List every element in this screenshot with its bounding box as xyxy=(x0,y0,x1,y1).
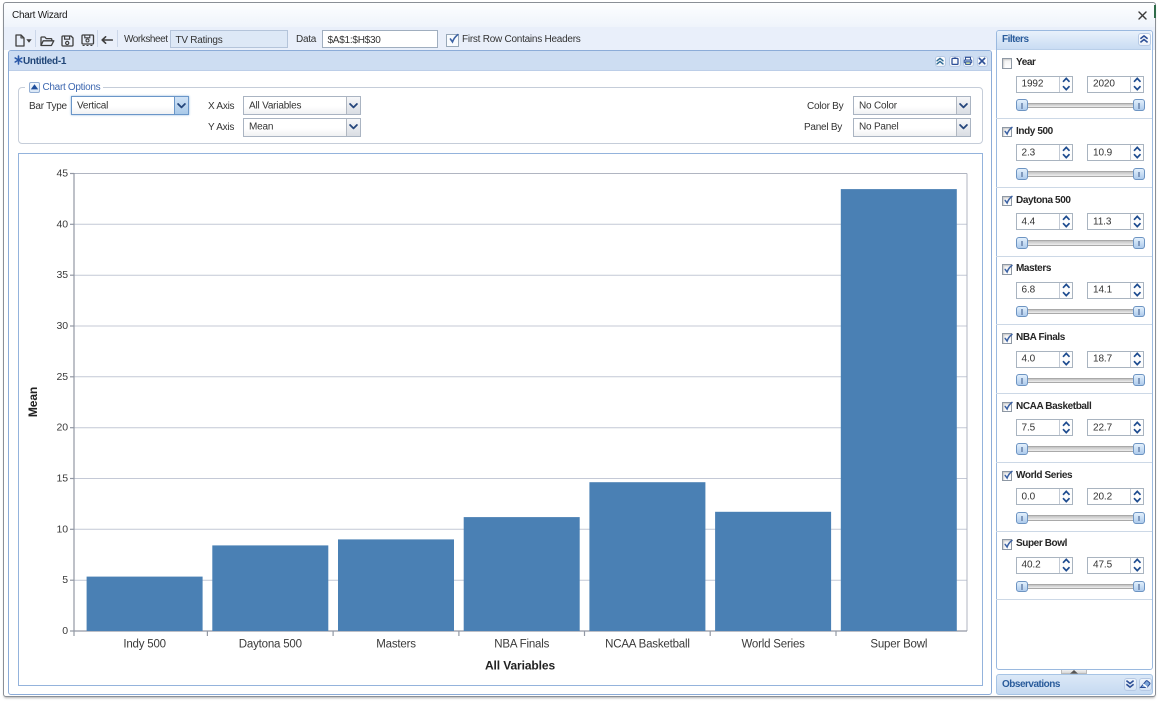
svg-text:NCAA Basketball: NCAA Basketball xyxy=(605,639,690,651)
svg-text:10: 10 xyxy=(57,523,69,535)
svg-text:All Variables: All Variables xyxy=(485,659,555,673)
svg-text:Indy 500: Indy 500 xyxy=(123,639,166,651)
svg-text:Masters: Masters xyxy=(376,639,416,651)
svg-text:Mean: Mean xyxy=(26,387,40,417)
svg-text:5: 5 xyxy=(62,574,68,586)
svg-text:25: 25 xyxy=(57,371,69,383)
svg-text:45: 45 xyxy=(57,168,69,180)
svg-text:40: 40 xyxy=(57,218,69,230)
svg-text:NBA Finals: NBA Finals xyxy=(494,639,549,651)
svg-text:20: 20 xyxy=(57,422,69,434)
svg-text:0: 0 xyxy=(62,625,68,637)
svg-text:30: 30 xyxy=(57,320,69,332)
svg-text:World Series: World Series xyxy=(741,639,805,651)
svg-text:35: 35 xyxy=(57,269,69,281)
svg-text:Daytona 500: Daytona 500 xyxy=(239,639,302,651)
svg-text:15: 15 xyxy=(57,473,69,485)
svg-text:Super Bowl: Super Bowl xyxy=(870,639,927,651)
